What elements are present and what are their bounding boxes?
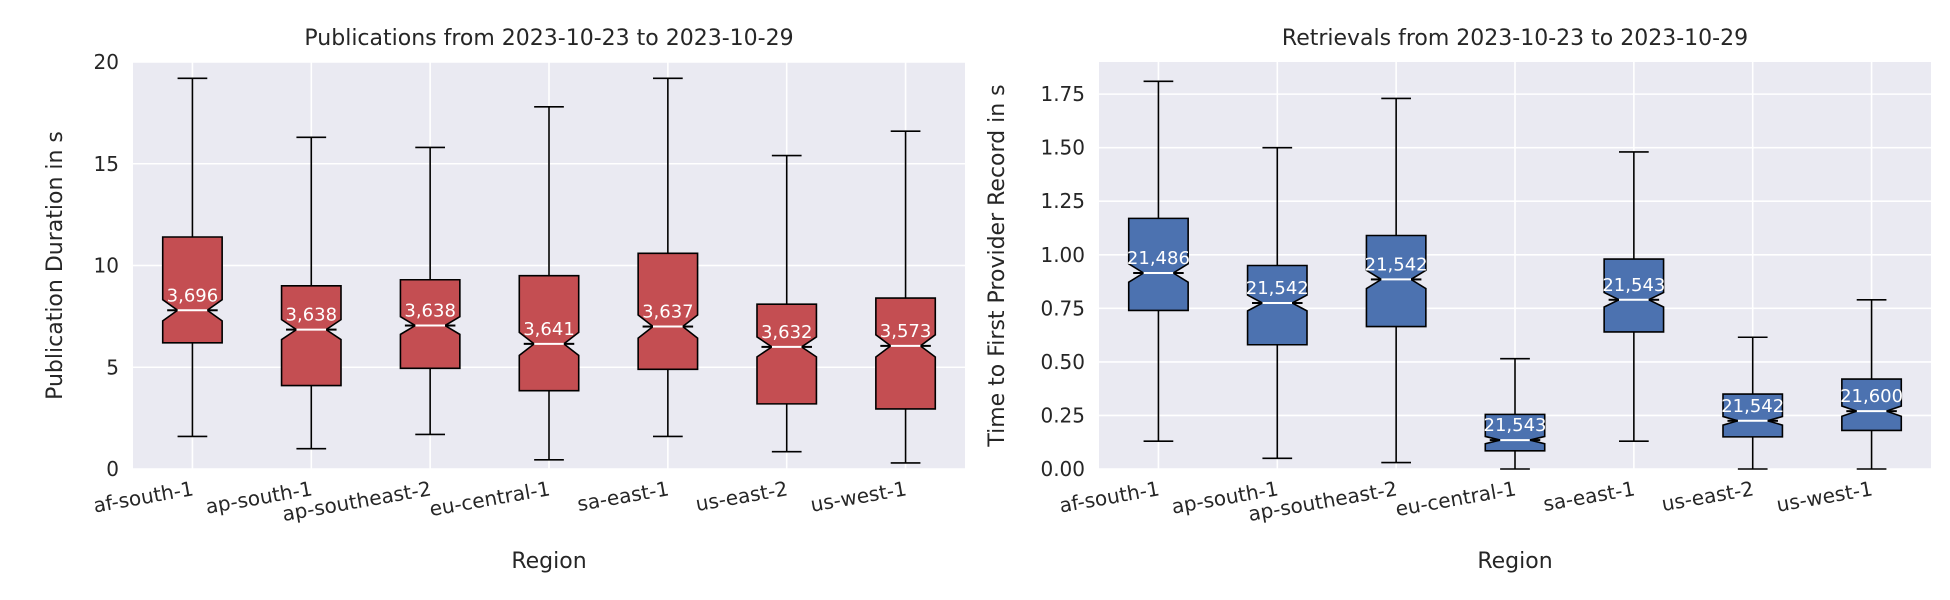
box-sa-east-1: 3,637	[637, 77, 699, 438]
x-tick-label: eu-central-1	[1394, 476, 1518, 521]
box-eu-central-1: 3,641	[518, 105, 580, 461]
y-tick-label: 0	[106, 457, 119, 481]
count-label: 3,638	[286, 305, 338, 326]
count-label: 21,600	[1840, 386, 1903, 407]
box-body	[280, 285, 342, 387]
count-label: 3,573	[880, 321, 932, 342]
y-tick-label: 0.75	[1040, 296, 1085, 320]
y-tick-label: 20	[94, 50, 119, 74]
y-tick-label: 0.50	[1040, 350, 1085, 374]
y-axis-label: Time to First Provider Record in s	[985, 84, 1010, 447]
box-body	[1365, 234, 1427, 328]
box-body	[399, 278, 461, 370]
box-ap-southeast-2: 3,638	[399, 146, 461, 436]
y-tick-label: 1.50	[1040, 136, 1085, 160]
count-label: 3,632	[761, 322, 813, 343]
x-tick-label: sa-east-1	[575, 476, 670, 516]
box-us-east-2: 21,542	[1721, 336, 1784, 470]
chart-title: Retrievals from 2023-10-23 to 2023-10-29	[1282, 26, 1748, 51]
box-af-south-1: 3,696	[161, 77, 223, 438]
x-axis-label: Region	[511, 549, 586, 574]
y-tick-label: 1.75	[1040, 82, 1085, 106]
y-tick-label: 10	[94, 254, 119, 278]
box-body	[637, 252, 699, 371]
y-axis-label: Publication Duration in s	[43, 131, 68, 400]
x-tick-label: sa-east-1	[1541, 476, 1636, 516]
y-tick-label: 1.00	[1040, 243, 1085, 267]
x-tick-label: us-west-1	[809, 476, 909, 517]
count-label: 3,641	[523, 319, 575, 340]
x-tick-label: us-east-2	[1660, 476, 1756, 516]
box-us-west-1: 21,600	[1840, 298, 1903, 470]
box-body	[875, 297, 937, 410]
count-label: 21,543	[1484, 415, 1547, 436]
x-axis-label: Region	[1477, 549, 1552, 574]
box-body	[1484, 413, 1546, 452]
box-body	[1603, 258, 1665, 333]
y-tick-label: 0.00	[1040, 457, 1085, 481]
box-ap-south-1: 21,542	[1246, 146, 1309, 460]
box-body	[1127, 217, 1189, 312]
box-us-east-2: 3,632	[756, 154, 818, 453]
box-body	[518, 274, 580, 392]
count-label: 21,542	[1365, 254, 1428, 275]
x-tick-label: us-east-2	[694, 476, 790, 516]
box-sa-east-1: 21,543	[1602, 151, 1665, 442]
count-label: 21,542	[1721, 396, 1784, 417]
count-label: 3,637	[642, 302, 694, 323]
x-tick-label: af-south-1	[1057, 476, 1161, 517]
y-tick-label: 5	[106, 355, 119, 379]
box-body	[1841, 378, 1903, 432]
count-label: 3,638	[404, 301, 456, 322]
x-tick-label: af-south-1	[91, 476, 195, 517]
count-label: 21,543	[1602, 275, 1665, 296]
count-label: 21,486	[1127, 248, 1190, 269]
publications-chart: 051015203,696af-south-13,638ap-south-13,…	[43, 26, 965, 574]
retrievals-chart: 0.00 0.25 0.50 0.75 1.00 1.25 1.50 1.75 21,486 af…	[985, 26, 1931, 574]
y-tick-label: 0.25	[1040, 403, 1085, 427]
box-body	[1246, 264, 1308, 346]
box-body	[161, 236, 223, 344]
box-ap-south-1: 3,638	[280, 136, 342, 450]
chart-title: Publications from 2023-10-23 to 2023-10-…	[304, 26, 793, 51]
x-tick-label: us-west-1	[1775, 476, 1875, 517]
box-af-south-1: 21,486	[1127, 80, 1190, 442]
box-us-west-1: 3,573	[875, 130, 937, 464]
x-tick-label: eu-central-1	[428, 476, 552, 521]
box-body	[1722, 393, 1784, 438]
count-label: 3,696	[167, 285, 219, 306]
y-tick-label: 15	[94, 152, 119, 176]
box-body	[756, 303, 818, 405]
box-ap-southeast-2: 21,542	[1365, 97, 1428, 464]
count-label: 21,542	[1246, 278, 1309, 299]
y-tick-label: 1.25	[1040, 189, 1085, 213]
box-eu-central-1: 21,543	[1484, 357, 1547, 470]
